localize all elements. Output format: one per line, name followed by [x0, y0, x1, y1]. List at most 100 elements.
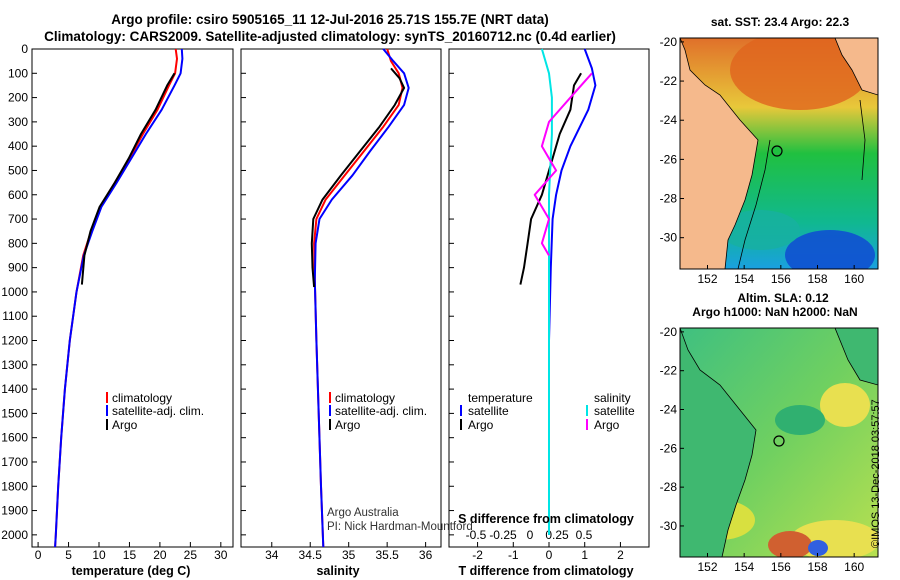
depth-tick-label: 300	[8, 115, 28, 129]
sst-map-title: sat. SST: 23.4 Argo: 22.3	[711, 15, 850, 29]
depth-tick-label: 100	[8, 66, 28, 80]
x-tick-label: 34.5	[299, 548, 323, 562]
difference-legend: temperature satellite Argo salinity sate…	[460, 391, 635, 432]
x-tick-label: 0	[35, 548, 42, 562]
x-tick-label: 35.5	[375, 548, 399, 562]
depth-tick-label: 1300	[1, 358, 28, 372]
map-y-tick-label: -30	[660, 231, 678, 245]
map-x-tick-label: 156	[771, 560, 791, 574]
series-s-argo	[533, 72, 593, 257]
salinity-axis-label: salinity	[316, 564, 359, 578]
x-tick-label: 10	[92, 548, 106, 562]
map-y-tick-label: -20	[660, 325, 678, 339]
depth-tick-label: 1900	[1, 504, 28, 518]
temperature-legend: climatology satellite-adj. clim. Argo	[106, 391, 204, 432]
series-satellite-adj-clim-	[313, 48, 410, 548]
t-difference-axis-label: T difference from climatology	[458, 564, 633, 578]
pi-credit: PI: Nick Hardman-Mountford	[327, 521, 473, 533]
legend-climatology-label: climatology	[112, 391, 172, 405]
sst-map-frame	[679, 37, 879, 270]
series-s-satellite	[540, 48, 553, 535]
map-y-tick-label: -30	[660, 519, 678, 533]
chart-title-line2: Climatology: CARS2009. Satellite-adjuste…	[44, 29, 616, 44]
sla-map-title-line2: Argo h1000: NaN h2000: NaN	[692, 305, 857, 319]
s-diff-tick-label: -0.25	[489, 528, 517, 542]
depth-tick-label: 1400	[1, 382, 28, 396]
legend-salinity-title: salinity	[594, 391, 631, 405]
legend-satellite-label: satellite-adj. clim.	[112, 404, 204, 418]
series-climatology	[54, 48, 178, 548]
map-x-tick-label: 160	[844, 560, 864, 574]
sla-float-marker	[773, 435, 785, 447]
map-x-tick-label: 158	[807, 560, 827, 574]
x-tick-label: 2	[617, 548, 624, 562]
depth-tick-label: 500	[8, 163, 28, 177]
salinity-plot-frame	[240, 48, 442, 548]
depth-tick-label: 600	[8, 188, 28, 202]
legend-s-argo-label: Argo	[594, 418, 620, 432]
map-x-tick-label: 160	[844, 272, 864, 286]
x-tick-label: 25	[184, 548, 198, 562]
map-y-tick-label: -24	[660, 403, 678, 417]
argo-australia-credit: Argo Australia	[327, 507, 399, 519]
x-tick-label: 36	[419, 548, 433, 562]
s-diff-tick-label: -0.5	[466, 528, 487, 542]
sla-map-frame	[679, 327, 879, 558]
x-tick-label: 34	[265, 548, 279, 562]
x-tick-label: -1	[508, 548, 519, 562]
salinity-legend: climatology satellite-adj. clim. Argo	[329, 391, 427, 432]
temperature-plot-frame	[31, 48, 234, 548]
series-argo	[80, 72, 176, 285]
depth-tick-label: 1600	[1, 431, 28, 445]
series-t-argo	[519, 72, 582, 285]
depth-tick-label: 1100	[2, 309, 28, 323]
legend-satellite-label: satellite-adj. clim.	[335, 404, 427, 418]
map-x-tick-label: 154	[734, 272, 754, 286]
depth-tick-label: 1500	[1, 406, 28, 420]
s-diff-tick-label: 0.25	[545, 528, 569, 542]
legend-temperature-title: temperature	[468, 391, 533, 405]
map-y-tick-label: -22	[660, 364, 678, 378]
depth-tick-label: 900	[8, 261, 28, 275]
map-y-tick-label: -28	[660, 480, 678, 494]
legend-argo-label: Argo	[335, 418, 361, 432]
map-x-tick-label: 158	[807, 272, 827, 286]
legend-s-satellite-label: satellite	[594, 404, 635, 418]
series-t-satellite	[548, 48, 597, 535]
x-tick-label: 30	[214, 548, 228, 562]
x-tick-label: 5	[65, 548, 72, 562]
legend-t-satellite-label: satellite	[468, 404, 509, 418]
depth-tick-label: 200	[8, 91, 28, 105]
depth-tick-label: 1000	[1, 285, 28, 299]
series-climatology	[313, 48, 404, 548]
map-x-tick-label: 154	[734, 560, 754, 574]
depth-tick-label: 700	[8, 212, 28, 226]
s-diff-tick-label: 0	[527, 528, 534, 542]
map-y-tick-label: -24	[660, 113, 678, 127]
x-tick-label: 1	[581, 548, 588, 562]
depth-tick-label: 0	[21, 42, 28, 56]
legend-argo-label: Argo	[112, 418, 138, 432]
map-y-tick-label: -26	[660, 152, 678, 166]
depth-tick-label: 1700	[1, 455, 28, 469]
map-y-tick-label: -20	[660, 35, 678, 49]
x-tick-label: 35	[342, 548, 356, 562]
x-tick-label: 0	[546, 548, 553, 562]
sla-map	[680, 328, 878, 557]
legend-t-argo-label: Argo	[468, 418, 494, 432]
series-argo	[310, 67, 406, 288]
sla-map-title-line1: Altim. SLA: 0.12	[737, 291, 829, 305]
s-diff-tick-label: 0.5	[576, 528, 593, 542]
x-tick-label: -2	[472, 548, 483, 562]
legend-climatology-label: climatology	[335, 391, 395, 405]
map-y-tick-label: -28	[660, 192, 678, 206]
sst-float-marker	[771, 145, 783, 157]
map-y-tick-label: -26	[660, 441, 678, 455]
chart-title-line1: Argo profile: csiro 5905165_11 12-Jul-20…	[111, 12, 549, 27]
depth-tick-label: 400	[8, 139, 28, 153]
x-tick-label: 15	[123, 548, 137, 562]
map-x-tick-label: 156	[771, 272, 791, 286]
depth-tick-label: 2000	[1, 528, 28, 542]
depth-tick-label: 1800	[1, 479, 28, 493]
